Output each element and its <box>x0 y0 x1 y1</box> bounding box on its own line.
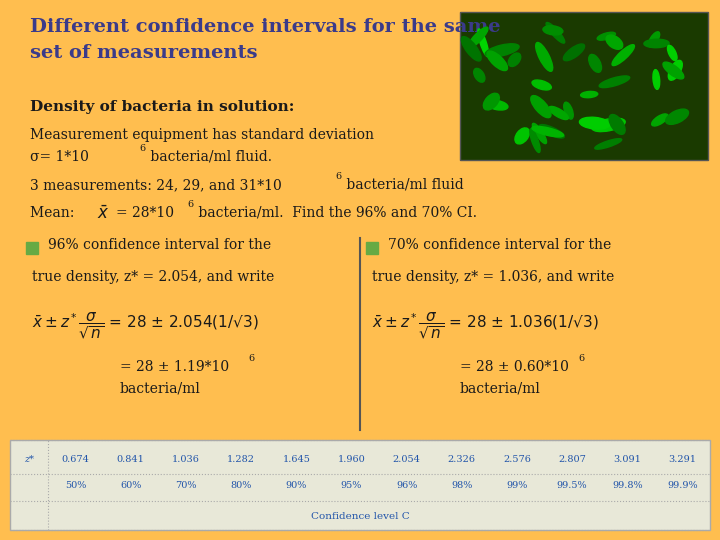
Text: 99.8%: 99.8% <box>612 481 642 489</box>
Text: bacteria/ml: bacteria/ml <box>460 382 541 396</box>
Text: bacteria/ml: bacteria/ml <box>120 382 201 396</box>
FancyBboxPatch shape <box>10 440 710 530</box>
Text: 6: 6 <box>187 200 193 209</box>
Ellipse shape <box>597 32 616 40</box>
Text: 95%: 95% <box>341 481 362 489</box>
Text: bacteria/ml fluid.: bacteria/ml fluid. <box>146 150 272 164</box>
Ellipse shape <box>468 27 488 48</box>
Text: 2.807: 2.807 <box>558 455 586 464</box>
Text: 60%: 60% <box>120 481 141 489</box>
Text: 99.5%: 99.5% <box>557 481 588 489</box>
Text: set of measurements: set of measurements <box>30 44 258 62</box>
Text: 50%: 50% <box>65 481 86 489</box>
Ellipse shape <box>549 106 568 119</box>
Text: 99%: 99% <box>506 481 528 489</box>
Text: Confidence level C: Confidence level C <box>310 512 410 521</box>
Ellipse shape <box>649 32 660 47</box>
Ellipse shape <box>666 109 688 124</box>
Text: true density, z* = 1.036, and write: true density, z* = 1.036, and write <box>372 270 614 284</box>
Text: Measurement equipment has standard deviation: Measurement equipment has standard devia… <box>30 128 374 142</box>
Ellipse shape <box>644 39 669 48</box>
Ellipse shape <box>546 23 564 43</box>
Text: true density, z* = 2.054, and write: true density, z* = 2.054, and write <box>32 270 274 284</box>
Ellipse shape <box>663 62 684 79</box>
Ellipse shape <box>606 35 623 49</box>
Text: 99.9%: 99.9% <box>667 481 698 489</box>
Text: 80%: 80% <box>230 481 252 489</box>
Text: 6: 6 <box>139 144 145 153</box>
Text: $\bar{x} \pm z^*\dfrac{\sigma}{\sqrt{n}}$ = 28 ± 1.036(1/√3): $\bar{x} \pm z^*\dfrac{\sigma}{\sqrt{n}}… <box>372 310 599 341</box>
Text: σ= 1*10: σ= 1*10 <box>30 150 89 164</box>
Ellipse shape <box>483 93 500 110</box>
Text: = 28 ± 0.60*10: = 28 ± 0.60*10 <box>460 360 569 374</box>
Ellipse shape <box>543 26 563 35</box>
Text: 3.091: 3.091 <box>613 455 642 464</box>
Text: 2.326: 2.326 <box>448 455 476 464</box>
Text: 3 measurements: 24, 29, and 31*10: 3 measurements: 24, 29, and 31*10 <box>30 178 282 192</box>
Text: 98%: 98% <box>451 481 472 489</box>
Text: 70% confidence interval for the: 70% confidence interval for the <box>388 238 611 252</box>
Ellipse shape <box>652 114 668 126</box>
Ellipse shape <box>564 102 573 119</box>
Ellipse shape <box>592 118 625 132</box>
Ellipse shape <box>580 117 610 129</box>
Text: 90%: 90% <box>286 481 307 489</box>
Text: 1.645: 1.645 <box>282 455 310 464</box>
Ellipse shape <box>609 114 625 134</box>
Text: Mean:: Mean: <box>30 206 83 220</box>
Text: z*: z* <box>24 455 34 464</box>
Text: 3.291: 3.291 <box>668 455 696 464</box>
Text: 6: 6 <box>578 354 584 363</box>
Text: 1.036: 1.036 <box>172 455 200 464</box>
Ellipse shape <box>599 76 630 87</box>
FancyBboxPatch shape <box>460 12 708 160</box>
Text: bacteria/ml fluid: bacteria/ml fluid <box>342 178 464 192</box>
Text: 96% confidence interval for the: 96% confidence interval for the <box>48 238 271 252</box>
Text: Density of bacteria in solution:: Density of bacteria in solution: <box>30 100 294 114</box>
Ellipse shape <box>612 45 634 65</box>
Ellipse shape <box>485 44 519 57</box>
Ellipse shape <box>653 70 660 89</box>
Ellipse shape <box>530 129 540 152</box>
Text: 2.576: 2.576 <box>503 455 531 464</box>
Ellipse shape <box>515 128 529 144</box>
Text: 6: 6 <box>335 172 341 181</box>
Ellipse shape <box>531 96 551 118</box>
Text: $\bar{x} \pm z^*\dfrac{\sigma}{\sqrt{n}}$ = 28 ± 2.054(1/√3): $\bar{x} \pm z^*\dfrac{\sigma}{\sqrt{n}}… <box>32 310 258 341</box>
Ellipse shape <box>595 139 622 149</box>
Ellipse shape <box>532 80 552 90</box>
Ellipse shape <box>508 53 521 66</box>
Text: 96%: 96% <box>396 481 418 489</box>
Ellipse shape <box>539 125 564 138</box>
Ellipse shape <box>474 69 485 82</box>
Text: 1.282: 1.282 <box>227 455 255 464</box>
Ellipse shape <box>478 29 489 57</box>
Text: $\bar{x}$: $\bar{x}$ <box>97 205 109 223</box>
Ellipse shape <box>462 37 481 61</box>
Text: 70%: 70% <box>175 481 197 489</box>
Text: 2.054: 2.054 <box>392 455 420 464</box>
Text: 6: 6 <box>248 354 254 363</box>
Ellipse shape <box>532 126 564 137</box>
Text: Different confidence intervals for the same: Different confidence intervals for the s… <box>30 18 500 36</box>
Ellipse shape <box>668 60 683 80</box>
Ellipse shape <box>536 43 553 71</box>
Text: 1.960: 1.960 <box>338 455 365 464</box>
Ellipse shape <box>563 44 585 60</box>
Ellipse shape <box>487 100 508 110</box>
Text: 0.674: 0.674 <box>62 455 89 464</box>
Ellipse shape <box>487 51 508 71</box>
Text: 0.841: 0.841 <box>117 455 145 464</box>
Ellipse shape <box>580 91 598 98</box>
Text: = 28 ± 1.19*10: = 28 ± 1.19*10 <box>120 360 229 374</box>
Text: bacteria/ml.  Find the 96% and 70% CI.: bacteria/ml. Find the 96% and 70% CI. <box>194 206 477 220</box>
Ellipse shape <box>667 45 677 60</box>
Text: = 28*10: = 28*10 <box>116 206 174 220</box>
Ellipse shape <box>532 123 546 144</box>
Ellipse shape <box>589 55 601 72</box>
